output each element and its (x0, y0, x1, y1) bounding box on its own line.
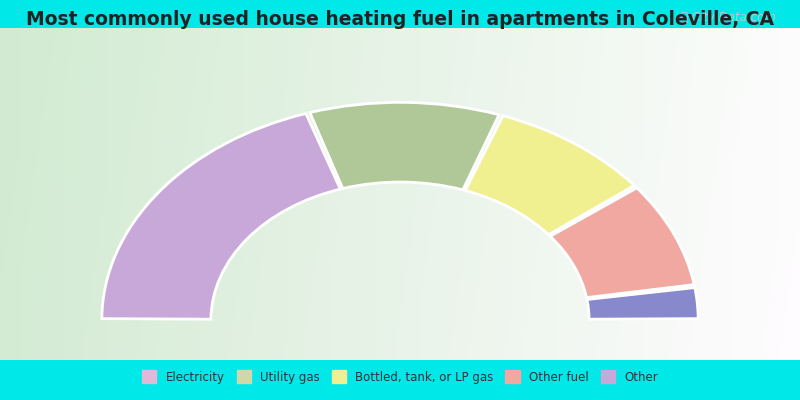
Text: ⓘ City-Data.com: ⓘ City-Data.com (681, 11, 776, 24)
Wedge shape (466, 116, 634, 235)
Text: Most commonly used house heating fuel in apartments in Coleville, CA: Most commonly used house heating fuel in… (26, 10, 774, 29)
Wedge shape (310, 102, 499, 190)
Legend: Electricity, Utility gas, Bottled, tank, or LP gas, Other fuel, Other: Electricity, Utility gas, Bottled, tank,… (138, 366, 662, 388)
Wedge shape (587, 288, 698, 319)
Wedge shape (102, 114, 340, 319)
Wedge shape (550, 188, 694, 298)
